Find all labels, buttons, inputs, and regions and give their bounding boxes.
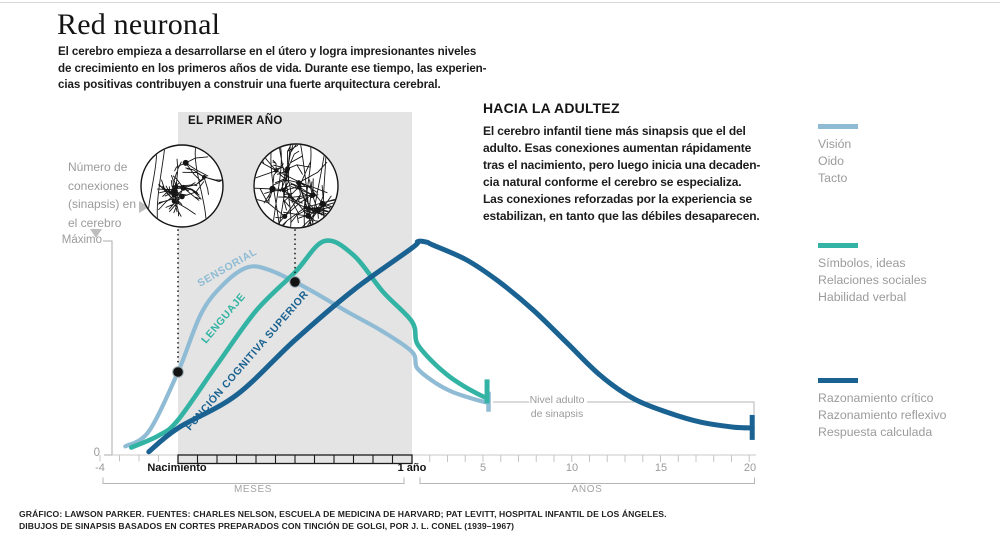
curve-lenguaje — [128, 238, 488, 450]
adulthood-section: HACIA LA ADULTEZ El cerebro infantil tie… — [483, 100, 803, 225]
legend-item: Visión — [818, 137, 852, 151]
x-tick-15y: 15 — [654, 462, 668, 474]
legend-item: Razonamiento reflexivo — [818, 408, 947, 422]
adulthood-line: estabilizan, en tanto que las débiles de… — [483, 209, 760, 223]
y-axis-label-line: Número de — [68, 160, 128, 174]
y-axis-label-line: el cerebro — [68, 215, 122, 230]
legend-item: Oido — [818, 154, 844, 168]
adulthood-heading: HACIA LA ADULTEZ — [483, 100, 620, 116]
intro-line: de crecimiento en los primeros años de v… — [58, 61, 487, 75]
adulthood-line: cia natural conforme el cerebro se espec… — [483, 175, 742, 189]
x-tick-5y: 5 — [479, 462, 487, 474]
credits: GRÁFICO: LAWSON PARKER. FUENTES: CHARLES… — [19, 508, 667, 533]
y-axis-max-label: Máximo — [61, 234, 102, 246]
y-axis-label: Número de conexiones (sinapsis) en el ce… — [68, 158, 136, 232]
years-bracket — [419, 477, 755, 484]
months-unit-label: MESES — [233, 484, 272, 495]
intro-line: El cerebro empieza a desarrollarse en el… — [58, 45, 477, 58]
page-title: Red neuronal — [57, 8, 221, 41]
x-tick-10y: 10 — [565, 462, 579, 474]
legend-item: Símbolos, ideas — [818, 256, 906, 270]
neuron-drawing-newborn-sketch — [147, 145, 223, 227]
adulthood-line: El cerebro infantil tiene más sinapsis q… — [483, 124, 746, 138]
months-bracket — [102, 477, 405, 484]
adulthood-line: Las conexiones reforzadas por la experie… — [483, 192, 753, 206]
legend-group-lenguaje: Símbolos, ideas Relaciones sociales Habi… — [818, 243, 927, 306]
y-axis-label-line: conexiones — [68, 178, 129, 193]
intro-line: cias positivas contribuyen a construir u… — [58, 78, 441, 91]
adult-level-label: Nivel adulto de sinapsis — [505, 394, 609, 421]
x-tick-birth: Nacimiento — [147, 462, 207, 474]
years-unit-label: AÑOS — [571, 484, 603, 495]
legend-item: Razonamiento crítico — [818, 391, 934, 405]
right-arrow-icon — [139, 201, 149, 213]
top-rule — [0, 2, 1000, 3]
adult-level-line: Nivel adulto — [529, 394, 585, 406]
curve-sensorial — [123, 264, 491, 449]
adult-level-line: de sinapsis — [530, 407, 584, 420]
y-axis-line — [103, 240, 113, 455]
curve-funcion — [146, 238, 755, 455]
neuron-drawing-one-year-sketch — [254, 144, 338, 228]
legend-group-sensorial: Visión Oido Tacto — [818, 124, 858, 187]
legend-item: Tacto — [818, 171, 848, 185]
x-tick-minus4: -4 — [95, 462, 105, 474]
legend-swatch-sensorial — [818, 124, 858, 129]
y-axis-zero-label: 0 — [93, 447, 100, 459]
down-arrow-icon — [90, 229, 102, 238]
adulthood-line: adulto. Esas conexiones aumentan rápidam… — [483, 141, 752, 155]
legend-item: Relaciones sociales — [818, 273, 927, 287]
legend-item: Respuesta calculada — [818, 425, 933, 439]
legend-group-funcion: Razonamiento crítico Razonamiento reflex… — [818, 378, 947, 441]
marker-dot — [289, 276, 301, 288]
adulthood-line: tras el nacimiento, pero luego inicia un… — [483, 158, 761, 172]
credits-line-2: DIBUJOS DE SINAPSIS BASADOS EN CORTES PR… — [19, 521, 515, 532]
intro-text: El cerebro empieza a desarrollarse en el… — [58, 44, 487, 94]
first-year-region-label: EL PRIMER AÑO — [188, 115, 283, 127]
legend-swatch-funcion — [818, 378, 858, 383]
x-tick-20y: 20 — [743, 462, 757, 474]
adulthood-text: El cerebro infantil tiene más sinapsis q… — [483, 123, 803, 225]
legend-swatch-lenguaje — [818, 243, 858, 248]
x-tick-one-year: 1 año — [397, 462, 427, 474]
credits-line-1: GRÁFICO: LAWSON PARKER. FUENTES: CHARLES… — [19, 509, 667, 519]
y-axis-label-line: (sinapsis) en — [68, 197, 137, 211]
legend-item: Habilidad verbal — [818, 290, 907, 304]
marker-dot — [172, 366, 184, 378]
